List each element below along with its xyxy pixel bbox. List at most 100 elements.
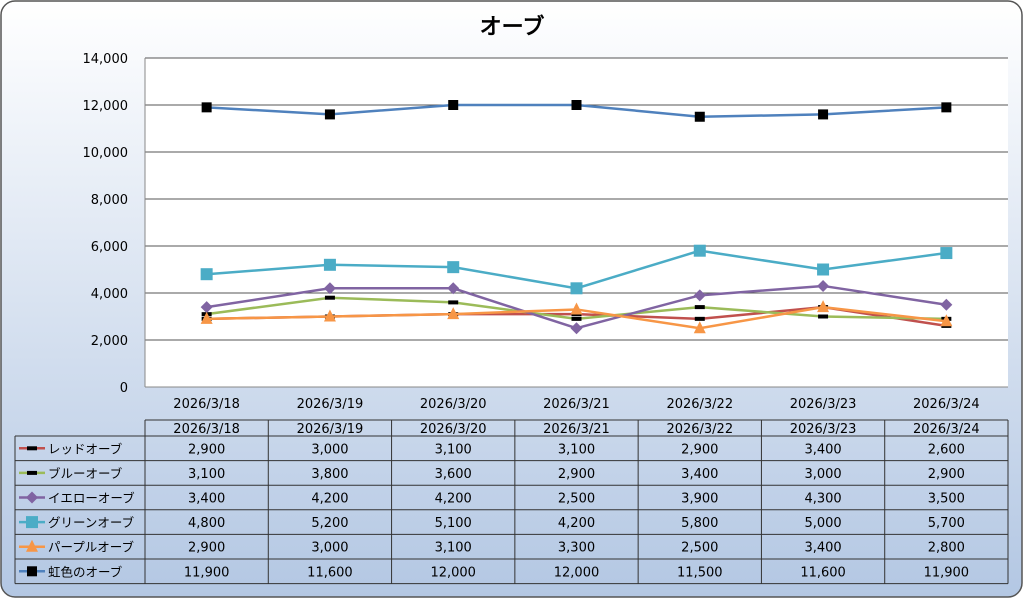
data-point <box>447 307 460 320</box>
data-point <box>324 109 335 120</box>
data-point <box>818 109 829 120</box>
data-point <box>694 316 705 321</box>
table-cell: 12,000 <box>430 565 476 580</box>
data-point <box>200 311 213 324</box>
data-point <box>323 282 336 295</box>
data-point <box>693 321 706 334</box>
chart-title: オーブ <box>480 14 545 40</box>
legend-label: パープルオーブ <box>48 540 135 555</box>
data-point <box>693 289 706 302</box>
data-point <box>201 102 212 113</box>
table-header: 2026/3/23 <box>790 422 857 437</box>
table-cell: 5,700 <box>928 516 965 531</box>
y-tick-label: 6,000 <box>91 240 128 255</box>
y-tick-label: 4,000 <box>91 287 128 302</box>
table-row: イエローオーブ 3,400 4,200 4,200 2,500 3,900 4,300 3,5… <box>19 491 965 507</box>
x-tick-label: 2026/3/21 <box>543 397 610 412</box>
legend-label: グリーンオーブ <box>48 515 135 530</box>
data-point <box>818 314 829 319</box>
x-tick-label: 2026/3/20 <box>420 397 487 412</box>
table-cell: 5,200 <box>311 516 348 531</box>
table-cell: 3,000 <box>311 442 348 457</box>
legend-label: イエローオーブ <box>48 491 135 506</box>
table-row: 虹色のオーブ 11,900 11,600 12,000 12,000 11,500 11,6… <box>19 564 969 580</box>
data-point <box>323 258 336 271</box>
table-cell: 2,500 <box>681 541 718 556</box>
data-point <box>448 100 459 110</box>
legend-label: 虹色のオーブ <box>48 564 123 579</box>
series-5 <box>201 100 952 122</box>
data-point <box>570 282 583 295</box>
table-cell: 11,900 <box>924 565 970 580</box>
table-cell: 11,600 <box>307 565 353 580</box>
table-cell: 3,800 <box>311 467 348 482</box>
series-2 <box>200 279 953 335</box>
y-tick-label: 14,000 <box>83 52 129 67</box>
table-row: レッドオーブ 2,900 3,000 3,100 3,100 2,900 3,400 2,60… <box>19 441 965 457</box>
table-cell: 3,500 <box>928 492 965 507</box>
legend-marker <box>26 539 38 552</box>
table-cell: 4,200 <box>435 492 472 507</box>
x-tick-label: 2026/3/24 <box>913 397 980 412</box>
y-tick-label: 10,000 <box>83 146 129 161</box>
data-point <box>817 279 830 292</box>
data-point <box>447 261 460 274</box>
x-tick-label: 2026/3/22 <box>666 397 733 412</box>
table-cell: 3,400 <box>804 442 841 457</box>
table-cell: 5,800 <box>681 516 718 531</box>
table-cell: 2,500 <box>558 492 595 507</box>
table-cell: 3,000 <box>804 467 841 482</box>
table-cell: 3,100 <box>435 541 472 556</box>
table-cell: 3,600 <box>435 467 472 482</box>
x-tick-label: 2026/3/18 <box>173 397 240 412</box>
table-header: 2026/3/19 <box>297 422 364 437</box>
table-cell: 12,000 <box>554 565 600 580</box>
table-cell: 4,300 <box>804 492 841 507</box>
table-cell: 11,600 <box>800 565 846 580</box>
table-cell: 2,800 <box>928 541 965 556</box>
table-cell: 2,900 <box>558 467 595 482</box>
table-cell: 2,900 <box>188 541 225 556</box>
table-cell: 3,300 <box>558 541 595 556</box>
table-header: 2026/3/21 <box>543 422 610 437</box>
table-cell: 2,900 <box>188 442 225 457</box>
table-cell: 3,100 <box>435 442 472 457</box>
y-tick-label: 2,000 <box>91 334 128 349</box>
y-tick-label: 12,000 <box>83 99 129 114</box>
data-point <box>570 322 583 335</box>
table-cell: 11,900 <box>184 565 230 580</box>
data-point <box>323 309 336 322</box>
data-point <box>571 100 582 110</box>
table-header: 2026/3/24 <box>913 422 980 437</box>
x-tick-label: 2026/3/19 <box>297 397 364 412</box>
table-cell: 3,400 <box>804 541 841 556</box>
legend-marker <box>26 516 38 529</box>
series-3 <box>200 244 953 295</box>
table-cell: 5,000 <box>804 516 841 531</box>
data-point <box>200 268 213 281</box>
table-cell: 2,600 <box>928 442 965 457</box>
table-cell: 11,500 <box>677 565 723 580</box>
table-cell: 3,900 <box>681 492 718 507</box>
data-point <box>940 247 953 260</box>
x-tick-label: 2026/3/23 <box>790 397 857 412</box>
series-4 <box>200 300 953 334</box>
legend-marker <box>27 566 37 577</box>
data-point <box>447 282 460 295</box>
data-point <box>694 111 705 122</box>
data-point <box>324 295 335 300</box>
legend-marker <box>26 491 38 504</box>
data-point <box>817 300 830 313</box>
table-header: 2026/3/18 <box>173 422 240 437</box>
legend-label: レッドオーブ <box>48 441 123 456</box>
legend-marker <box>27 470 37 475</box>
table-header: 2026/3/22 <box>666 422 733 437</box>
table-cell: 2,900 <box>681 442 718 457</box>
table-header: 2026/3/20 <box>420 422 487 437</box>
data-point <box>693 244 706 257</box>
table-cell: 4,200 <box>558 516 595 531</box>
data-point <box>940 298 953 311</box>
table-cell: 3,100 <box>188 467 225 482</box>
table-cell: 2,900 <box>928 467 965 482</box>
data-point <box>694 305 705 310</box>
